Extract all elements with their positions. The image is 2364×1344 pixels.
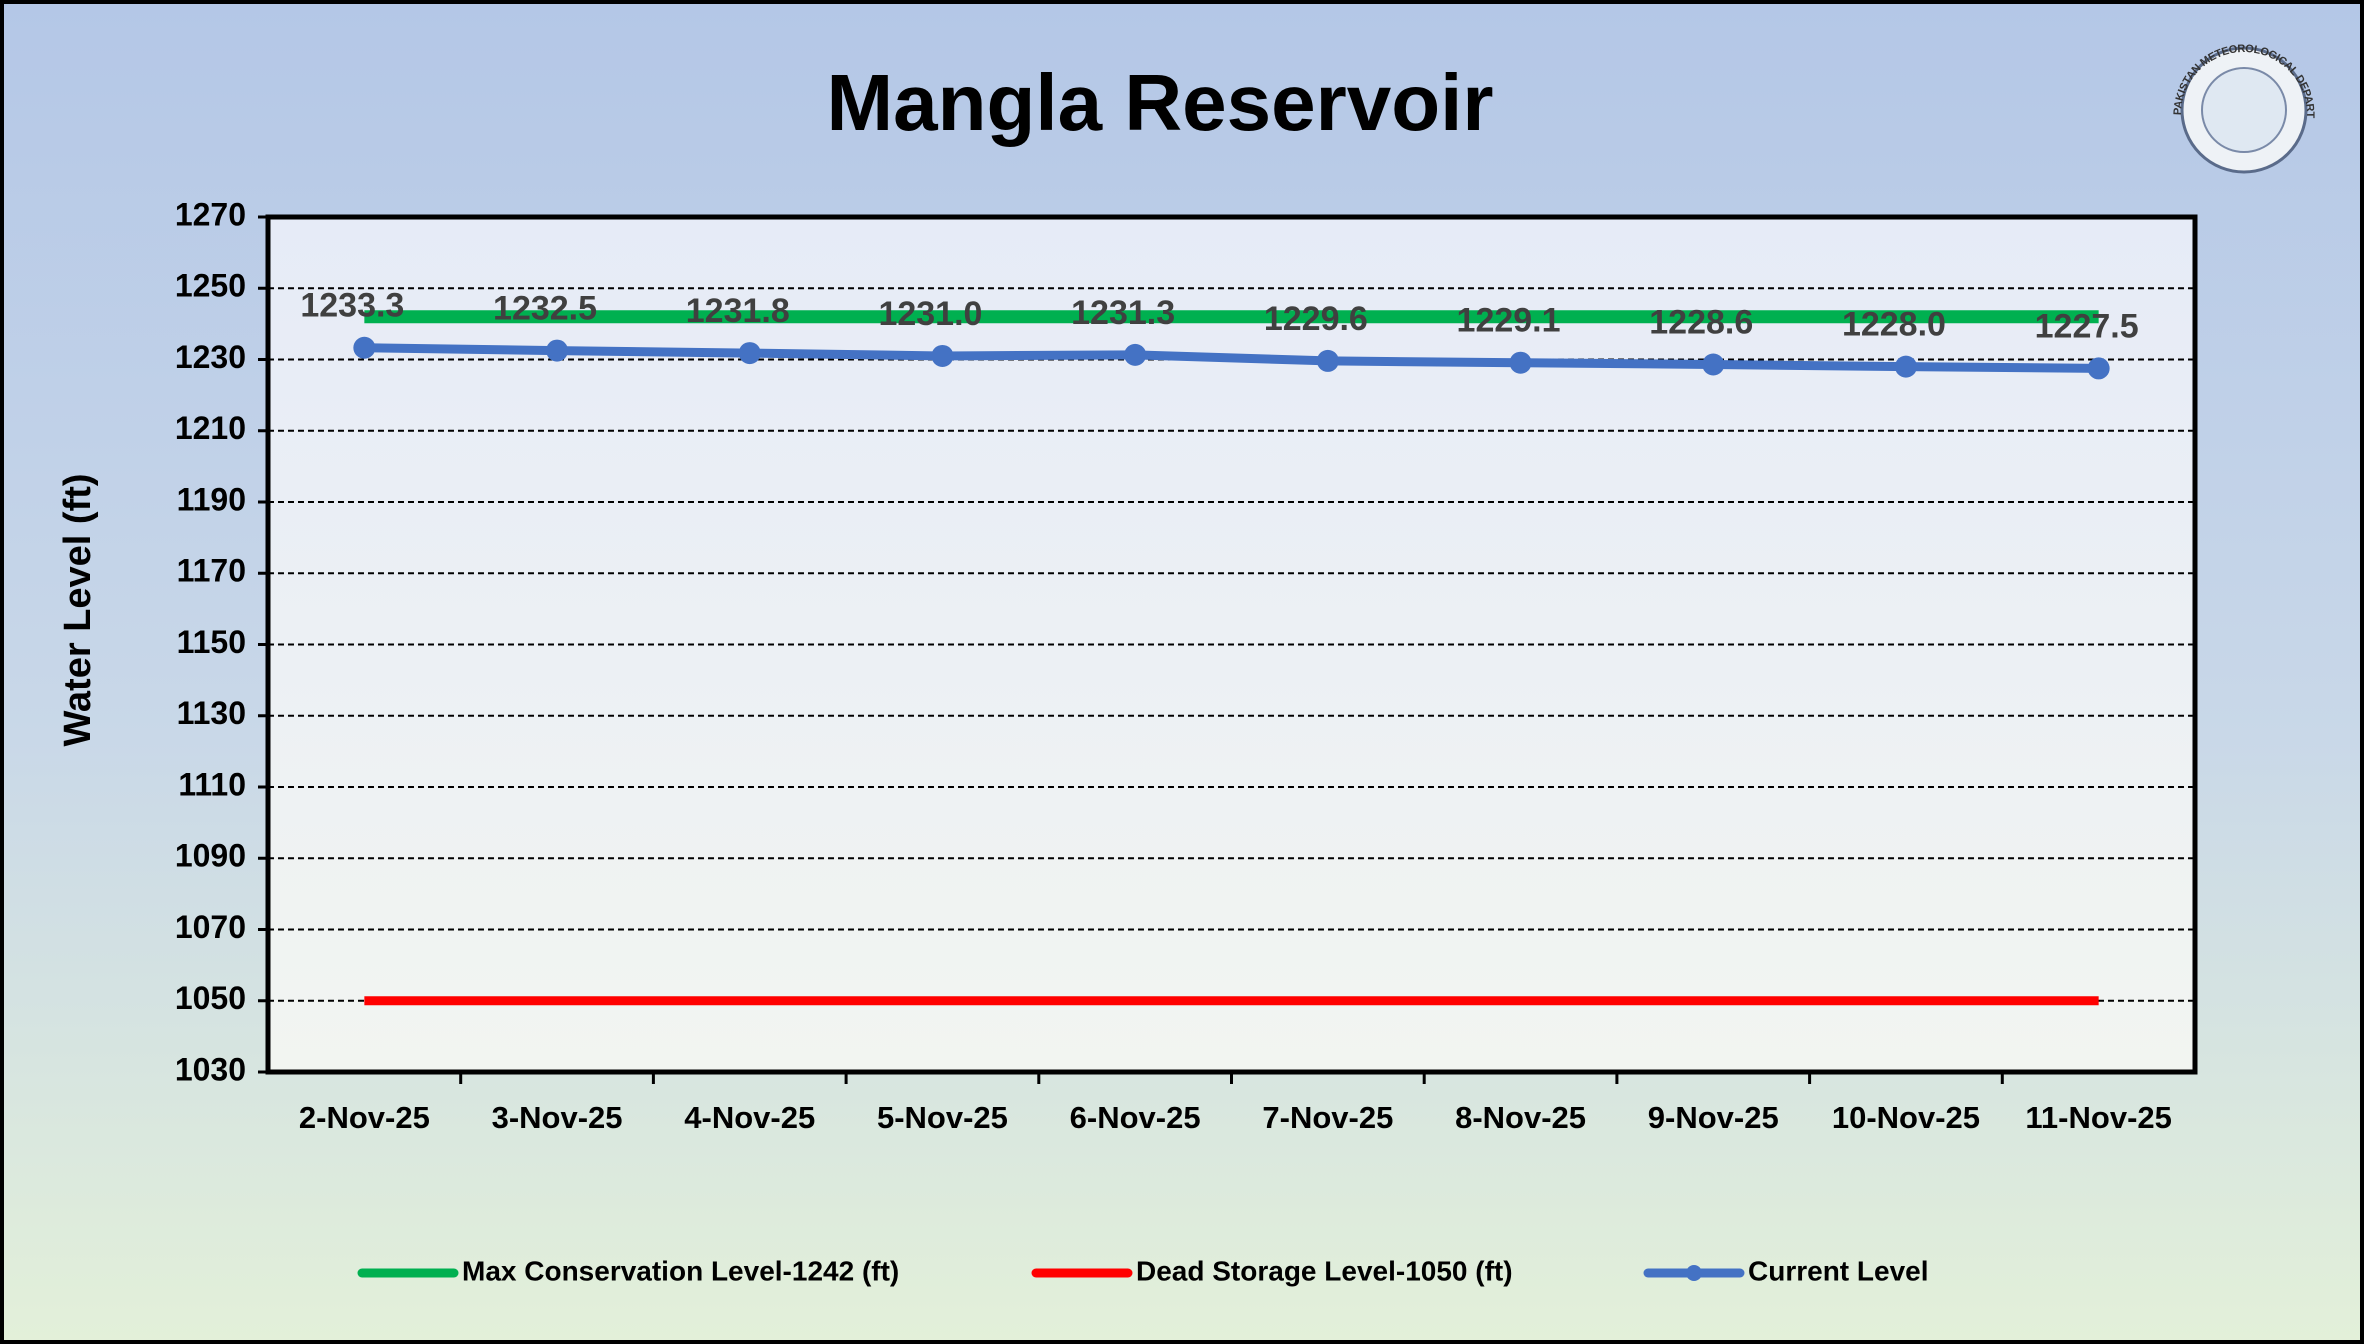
- y-tick-label: 1070: [175, 909, 246, 945]
- data-label: 1229.6: [1264, 300, 1368, 338]
- x-tick-label: 7-Nov-25: [1262, 1100, 1393, 1135]
- legend-label: Max Conservation Level-1242 (ft): [462, 1255, 899, 1286]
- y-tick-label: 1130: [177, 695, 246, 731]
- marker: [353, 336, 376, 359]
- y-tick-label: 1270: [175, 196, 246, 232]
- marker: [1894, 355, 1917, 378]
- data-label: 1231.3: [1071, 294, 1175, 332]
- x-tick-label: 3-Nov-25: [492, 1100, 623, 1135]
- chart-title: Mangla Reservoir: [827, 58, 1494, 147]
- marker: [931, 344, 954, 367]
- data-label: 1233.3: [300, 287, 404, 325]
- series-line: [364, 343, 2099, 373]
- y-tick-label: 1250: [175, 268, 246, 304]
- x-tick-label: 5-Nov-25: [877, 1100, 1008, 1135]
- legend-label: Dead Storage Level-1050 (ft): [1136, 1255, 1513, 1286]
- x-tick-label: 10-Nov-25: [1832, 1100, 1980, 1135]
- data-label: 1231.0: [878, 295, 982, 333]
- y-tick-label: 1090: [175, 838, 246, 874]
- y-tick-label: 1050: [175, 980, 246, 1016]
- y-tick-label: 1030: [175, 1051, 246, 1087]
- data-label: 1228.6: [1649, 303, 1753, 341]
- y-tick-label: 1170: [177, 553, 246, 589]
- data-label: 1231.8: [686, 292, 790, 330]
- data-label: 1228.0: [1842, 306, 1946, 344]
- y-axis-label: Water Level (ft): [57, 473, 99, 746]
- legend-label: Current Level: [1748, 1255, 1929, 1286]
- y-tick-label: 1190: [177, 481, 246, 517]
- marker: [1702, 353, 1725, 376]
- x-tick-label: 2-Nov-25: [299, 1100, 430, 1135]
- logo-core: [2201, 67, 2287, 153]
- y-tick-label: 1150: [177, 624, 246, 660]
- marker: [738, 342, 761, 365]
- marker: [546, 339, 569, 362]
- x-tick-label: 9-Nov-25: [1648, 1100, 1779, 1135]
- y-tick-label: 1210: [175, 410, 246, 446]
- x-tick-label: 4-Nov-25: [684, 1100, 815, 1135]
- y-tick-label: 1110: [178, 766, 246, 802]
- data-label: 1229.1: [1457, 302, 1561, 340]
- x-tick-label: 6-Nov-25: [1070, 1100, 1201, 1135]
- y-tick-label: 1230: [175, 339, 246, 375]
- x-tick-label: 11-Nov-25: [2025, 1100, 2171, 1135]
- marker: [1509, 351, 1532, 374]
- marker: [1316, 349, 1339, 372]
- data-label: 1227.5: [2035, 307, 2139, 345]
- legend-marker: [1686, 1265, 1702, 1281]
- data-label: 1232.5: [493, 290, 597, 328]
- x-tick-label: 8-Nov-25: [1455, 1100, 1586, 1135]
- marker: [1124, 343, 1147, 366]
- marker: [2087, 357, 2110, 380]
